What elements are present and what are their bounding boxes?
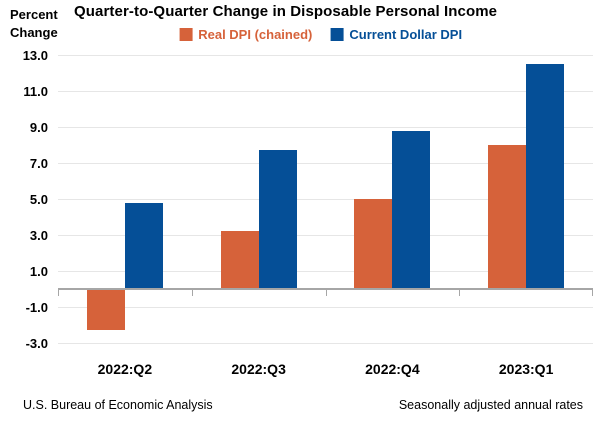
legend-item: Current Dollar DPI — [330, 27, 462, 42]
chart-title: Quarter-to-Quarter Change in Disposable … — [74, 3, 498, 20]
y-tick-label: -1.0 — [25, 299, 48, 315]
bar — [86, 289, 125, 331]
legend-label: Current Dollar DPI — [349, 27, 463, 42]
adjustment-note: Seasonally adjusted annual rates — [398, 398, 583, 412]
x-axis-label: 2022:Q2 — [97, 361, 153, 377]
y-tick-label: 11.0 — [23, 83, 48, 99]
bar — [124, 202, 163, 289]
gridline — [58, 342, 593, 344]
gridline — [58, 198, 593, 200]
y-tick-label: 1.0 — [29, 263, 48, 279]
gridline — [58, 234, 593, 236]
legend-label: Real DPI (chained) — [198, 27, 313, 42]
legend: Real DPI (chained) Current Dollar DPI — [179, 27, 462, 42]
bar — [354, 199, 393, 289]
plot-area — [58, 54, 593, 344]
axis-tick — [459, 290, 461, 296]
gridline — [58, 270, 593, 272]
y-tick-label: 5.0 — [29, 191, 48, 207]
axis-tick — [325, 290, 327, 296]
axis-tick — [592, 290, 593, 296]
source-note: U.S. Bureau of Economic Analysis — [23, 398, 213, 412]
gridline — [58, 90, 593, 92]
gridline — [58, 126, 593, 128]
gridline — [58, 162, 593, 164]
x-axis-label: 2022:Q3 — [231, 361, 286, 377]
y-axis-title: Percent Change — [10, 7, 58, 40]
bar — [220, 231, 259, 289]
bar — [526, 64, 565, 289]
y-tick-label: 3.0 — [29, 227, 48, 243]
y-tick-label: 13.0 — [22, 47, 48, 63]
x-axis-label: 2023:Q1 — [498, 361, 554, 377]
axis-tick — [58, 290, 59, 296]
gridline — [58, 306, 593, 308]
legend-swatch-icon — [179, 28, 193, 41]
bar — [258, 150, 297, 289]
x-axis-line — [58, 288, 593, 290]
bar — [392, 130, 431, 289]
x-axis-label: 2022:Q4 — [365, 361, 420, 377]
y-tick-label: 9.0 — [29, 119, 48, 135]
y-tick-label: 7.0 — [29, 155, 48, 171]
bar — [488, 145, 527, 289]
gridline — [58, 54, 593, 56]
y-tick-label: -3.0 — [25, 335, 48, 351]
axis-tick — [191, 290, 193, 296]
legend-item: Real DPI (chained) — [179, 27, 312, 42]
legend-swatch-icon — [330, 28, 344, 41]
